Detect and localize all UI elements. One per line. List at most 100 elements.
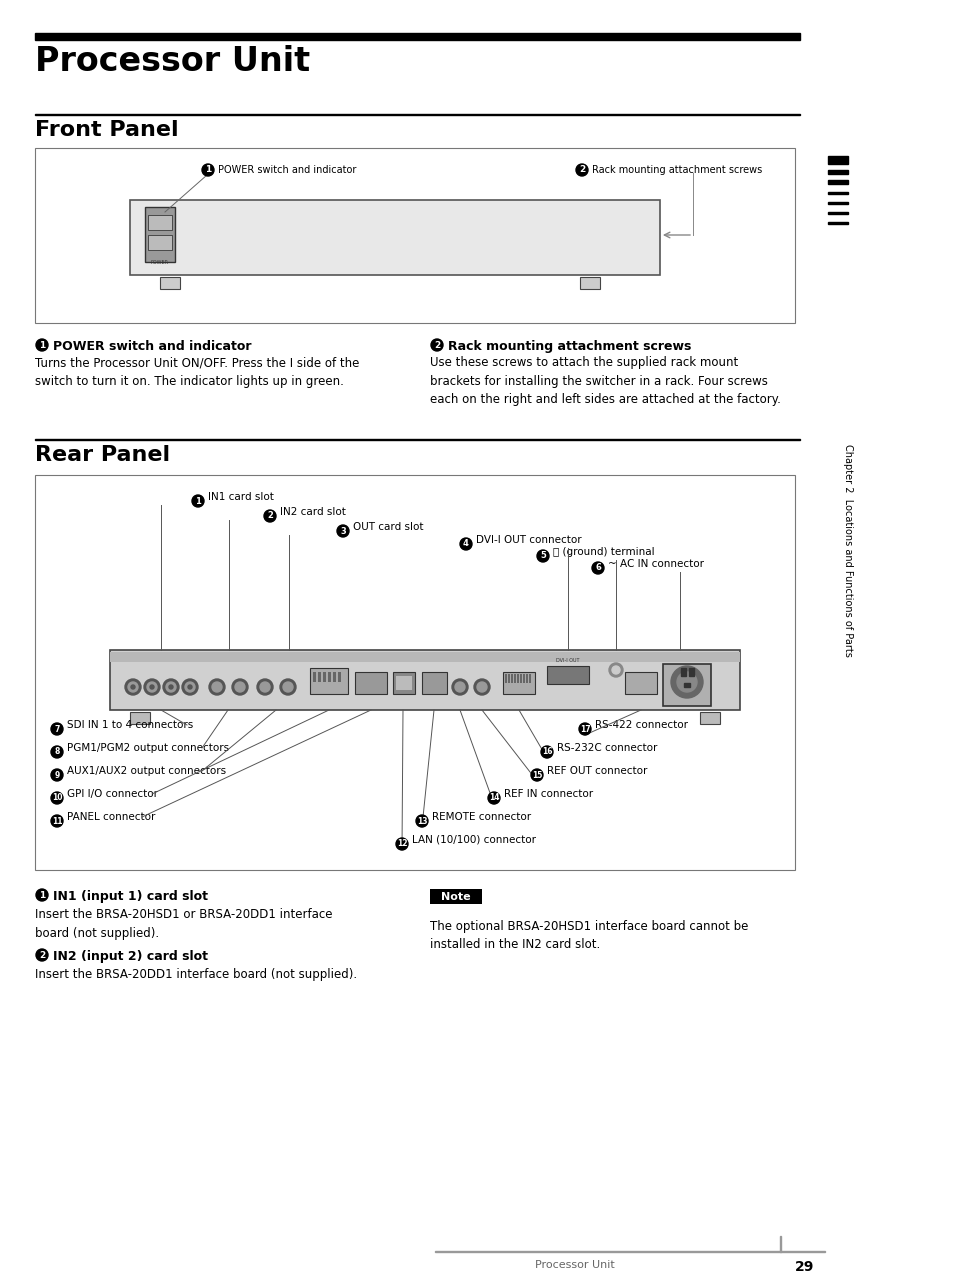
Bar [310,668,348,694]
Bar [145,206,174,262]
Text: DVI-I OUT: DVI-I OUT [556,657,579,662]
Circle shape [670,666,702,698]
Text: DVI-I OUT connector: DVI-I OUT connector [476,535,581,545]
Text: IN1 card slot: IN1 card slot [208,492,274,502]
Text: SDI IN 1 to 4 connectors: SDI IN 1 to 4 connectors [67,720,193,730]
Circle shape [416,815,428,827]
Circle shape [395,838,408,850]
Text: RS-422 connector: RS-422 connector [595,720,687,730]
Circle shape [51,724,63,735]
Circle shape [144,679,160,696]
Text: IN2 card slot: IN2 card slot [280,507,346,517]
Text: ~ AC IN connector: ~ AC IN connector [607,559,703,569]
Circle shape [540,747,553,758]
Circle shape [452,679,468,696]
Text: The optional BRSA-20HSD1 interface board cannot be
installed in the IN2 card slo: The optional BRSA-20HSD1 interface board… [430,920,747,952]
Text: Chapter 2  Locations and Functions of Parts: Chapter 2 Locations and Functions of Par… [842,443,852,656]
Text: Rack mounting attachment screws: Rack mounting attachment screws [592,166,761,175]
Bar [579,276,599,289]
Circle shape [677,671,697,692]
Bar [688,668,693,676]
Bar [511,674,513,683]
Text: 2: 2 [578,166,584,175]
Circle shape [336,525,349,538]
Text: GPI I/O connector: GPI I/O connector [67,789,158,799]
Circle shape [169,685,172,689]
Circle shape [36,889,48,901]
Circle shape [192,496,204,507]
Bar [333,671,335,682]
Text: 2: 2 [39,950,45,959]
Text: 16: 16 [541,748,552,757]
Circle shape [36,339,48,352]
Bar [148,234,172,250]
Bar [827,203,847,204]
Text: POWER: POWER [151,260,169,265]
Circle shape [264,510,275,522]
Circle shape [608,662,622,676]
Text: POWER switch and indicator: POWER switch and indicator [218,166,356,175]
Bar [683,683,689,687]
Bar [421,671,447,694]
Text: 3: 3 [340,526,346,535]
Bar [827,155,847,164]
Circle shape [531,769,542,781]
Circle shape [234,682,245,692]
Text: POWER switch and indicator: POWER switch and indicator [53,340,252,353]
Text: 10: 10 [51,794,62,803]
Text: 11: 11 [51,817,62,826]
Circle shape [147,682,157,692]
Text: 2: 2 [434,340,439,349]
Bar [700,712,720,724]
Circle shape [280,679,295,696]
Circle shape [188,685,192,689]
Text: 1: 1 [205,166,211,175]
Circle shape [202,164,213,176]
Circle shape [51,815,63,827]
Text: 6: 6 [595,563,600,572]
Bar [430,889,481,905]
Bar [148,215,172,231]
Circle shape [578,724,590,735]
Bar [502,671,535,694]
Text: 2: 2 [267,511,273,521]
Circle shape [51,747,63,758]
Bar [355,671,387,694]
Bar [827,192,847,194]
Bar [827,211,847,214]
Circle shape [185,682,194,692]
Text: 15: 15 [531,771,541,780]
Bar [514,674,516,683]
Text: PANEL connector: PANEL connector [67,812,155,822]
Bar [827,169,847,175]
Circle shape [125,679,141,696]
Bar [517,674,518,683]
Bar [624,671,657,694]
Circle shape [51,792,63,804]
Text: ⦛ (ground) terminal: ⦛ (ground) terminal [553,547,654,557]
Circle shape [474,679,490,696]
Text: 1: 1 [39,340,45,349]
Bar [337,671,340,682]
Circle shape [431,339,442,352]
Circle shape [150,685,153,689]
Bar [519,674,521,683]
Text: 17: 17 [579,725,590,734]
Circle shape [459,538,472,550]
Text: 7: 7 [54,725,60,734]
Text: IN1 (input 1) card slot: IN1 (input 1) card slot [53,891,208,903]
Text: RS-232C connector: RS-232C connector [557,743,657,753]
Text: REF IN connector: REF IN connector [503,789,593,799]
Circle shape [36,949,48,961]
Text: REMOTE connector: REMOTE connector [432,812,531,822]
Bar [827,222,847,224]
Text: 13: 13 [416,817,427,826]
Circle shape [51,769,63,781]
Bar [317,671,320,682]
Circle shape [612,666,619,674]
Circle shape [256,679,273,696]
Bar [160,276,180,289]
Text: Front Panel: Front Panel [35,120,178,140]
Text: IN2 (input 2) card slot: IN2 (input 2) card slot [53,950,208,963]
Text: Processor Unit: Processor Unit [535,1260,614,1270]
